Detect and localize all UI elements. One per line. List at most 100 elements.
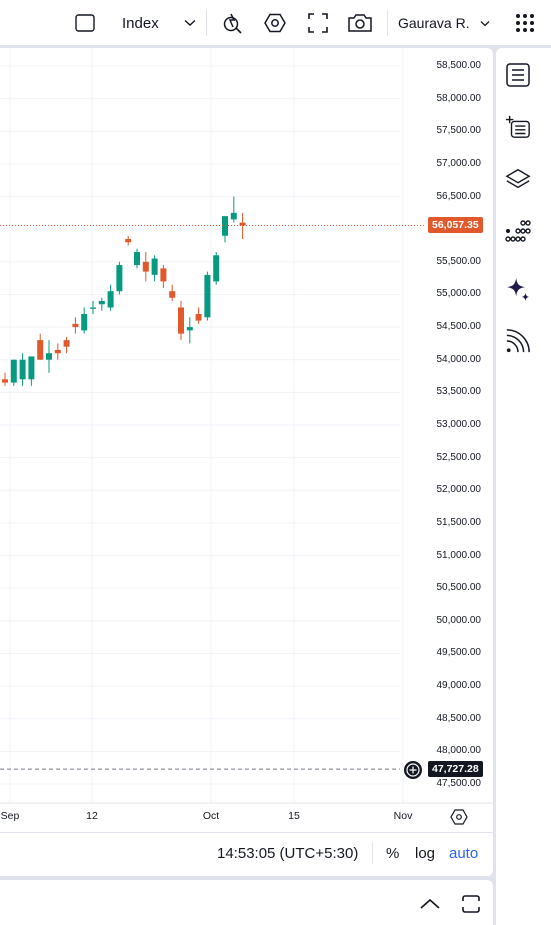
- chart-grid: [0, 48, 404, 803]
- candle-body: [28, 356, 35, 380]
- price-axis-label: 49,000.00: [436, 680, 482, 692]
- candle: [46, 340, 52, 373]
- snapshot-button[interactable]: [344, 8, 376, 38]
- time-axis-label: Sep: [0, 810, 20, 822]
- price-axis-label: 54,500.00: [436, 321, 482, 333]
- indicators-button[interactable]: [260, 8, 290, 38]
- signals-button[interactable]: [505, 328, 531, 354]
- price-axis-label: 57,000.00: [436, 157, 482, 169]
- candle: [142, 252, 149, 282]
- candle-body: [2, 379, 8, 383]
- fullscreen-icon: [308, 13, 328, 33]
- add-list-icon: [505, 115, 530, 138]
- status-divider: [372, 842, 373, 864]
- watchlist-icon: [506, 63, 530, 87]
- candle-body: [195, 314, 202, 321]
- candle: [160, 265, 167, 288]
- price-axis-label: 55,000.00: [436, 288, 482, 300]
- price-axis-label: 53,500.00: [436, 386, 482, 398]
- candle: [54, 343, 61, 360]
- time-axis-label: Nov: [393, 810, 413, 822]
- maximize-icon: [462, 895, 480, 913]
- axis-settings-button[interactable]: [450, 808, 468, 826]
- candle-body: [213, 255, 220, 282]
- price-axis-label: 51,500.00: [436, 516, 482, 528]
- top-toolbar: Index Gaurava R.: [0, 0, 551, 46]
- apps-grid-icon: [516, 14, 534, 32]
- candle-body: [186, 327, 193, 331]
- crosshair-price-tag: 47,727.28: [428, 761, 483, 778]
- candle: [213, 252, 220, 285]
- alert-button[interactable]: [218, 8, 248, 38]
- candle-body: [72, 323, 79, 328]
- data-window-button[interactable]: [505, 218, 531, 244]
- session-time: 14:53:05 (UTC+5:30): [217, 845, 359, 862]
- candle: [2, 372, 8, 386]
- fullscreen-button[interactable]: [303, 8, 333, 38]
- price-axis-label: 53,000.00: [436, 419, 482, 430]
- sparkle-icon: [506, 277, 530, 302]
- chart-panel[interactable]: 58,500.00 58,000.00 57,500.00 57,000.00 56,5…: [0, 48, 493, 876]
- broadcast-icon: [506, 329, 530, 353]
- candle-body: [169, 291, 176, 298]
- candle-body: [204, 274, 211, 318]
- candle: [63, 336, 70, 354]
- candle: [230, 196, 237, 223]
- alerts-panel-button[interactable]: [505, 114, 531, 140]
- chevron-up-icon: [420, 898, 440, 909]
- camera-icon: [348, 14, 372, 32]
- candle-body: [178, 307, 184, 334]
- candle: [186, 317, 193, 344]
- price-axis-label: 48,000.00: [436, 745, 482, 757]
- candle: [107, 284, 114, 311]
- candle-body: [107, 291, 114, 308]
- price-axis-label: 57,500.00: [436, 125, 482, 137]
- candle-body: [230, 212, 237, 220]
- percent-toggle[interactable]: %: [386, 845, 400, 862]
- collapse-panel-button[interactable]: [418, 892, 442, 916]
- maximize-panel-button[interactable]: [459, 892, 483, 916]
- alert-icon: [223, 13, 242, 34]
- candle: [151, 255, 158, 282]
- candle-body: [37, 340, 44, 360]
- candle: [19, 353, 26, 386]
- user-label: Gaurava R.: [398, 15, 470, 31]
- chevron-down-icon: [184, 19, 196, 26]
- candle: [239, 212, 246, 239]
- candle: [125, 235, 132, 246]
- candle: [178, 300, 184, 341]
- apps-button[interactable]: [510, 8, 540, 38]
- log-toggle[interactable]: log: [415, 845, 436, 862]
- time-axis-label: 15: [288, 810, 300, 822]
- price-axis-label: 58,000.00: [436, 92, 482, 104]
- time-axis-label: Oct: [202, 810, 220, 822]
- auto-toggle[interactable]: auto: [449, 845, 479, 862]
- symbol-label: Index: [122, 14, 159, 32]
- candle-body: [63, 340, 70, 347]
- candle: [134, 248, 140, 269]
- user-menu[interactable]: Gaurava R.: [392, 8, 496, 38]
- plus-circle-icon: [406, 763, 420, 777]
- add-alert-button[interactable]: [404, 761, 422, 779]
- candle: [169, 284, 176, 301]
- toolbar-divider: [387, 10, 388, 36]
- dots-grid-icon: [505, 220, 531, 242]
- symbol-selector[interactable]: Index: [112, 8, 202, 38]
- layers-button[interactable]: [505, 166, 531, 192]
- candle-body: [239, 222, 246, 226]
- candle-body: [125, 238, 132, 243]
- candle-body: [160, 268, 167, 282]
- candle-body: [81, 314, 88, 331]
- ai-assistant-button[interactable]: [505, 276, 531, 302]
- price-axis-label: 50,500.00: [436, 582, 482, 594]
- toolbar-divider: [206, 10, 207, 36]
- price-chart[interactable]: [0, 48, 493, 876]
- status-separator: [0, 832, 493, 833]
- candle: [10, 359, 17, 386]
- watchlist-button[interactable]: [505, 62, 531, 88]
- chart-type-button[interactable]: [70, 8, 100, 38]
- right-sidebar: [496, 48, 551, 925]
- candle: [81, 307, 88, 334]
- candle-body: [46, 353, 52, 360]
- candle: [98, 297, 105, 311]
